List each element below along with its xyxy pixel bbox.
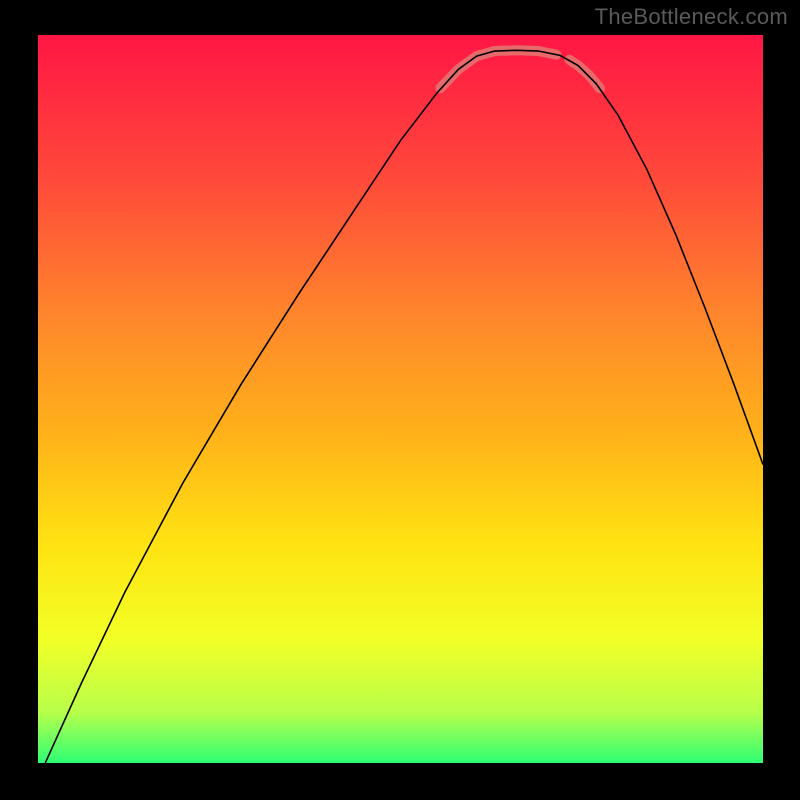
curve-svg bbox=[38, 35, 763, 763]
watermark-text: TheBottleneck.com bbox=[595, 4, 788, 30]
main-curve-path bbox=[45, 50, 763, 763]
highlight-group bbox=[440, 50, 600, 88]
plot-area bbox=[38, 35, 763, 763]
chart-container: TheBottleneck.com bbox=[0, 0, 800, 800]
